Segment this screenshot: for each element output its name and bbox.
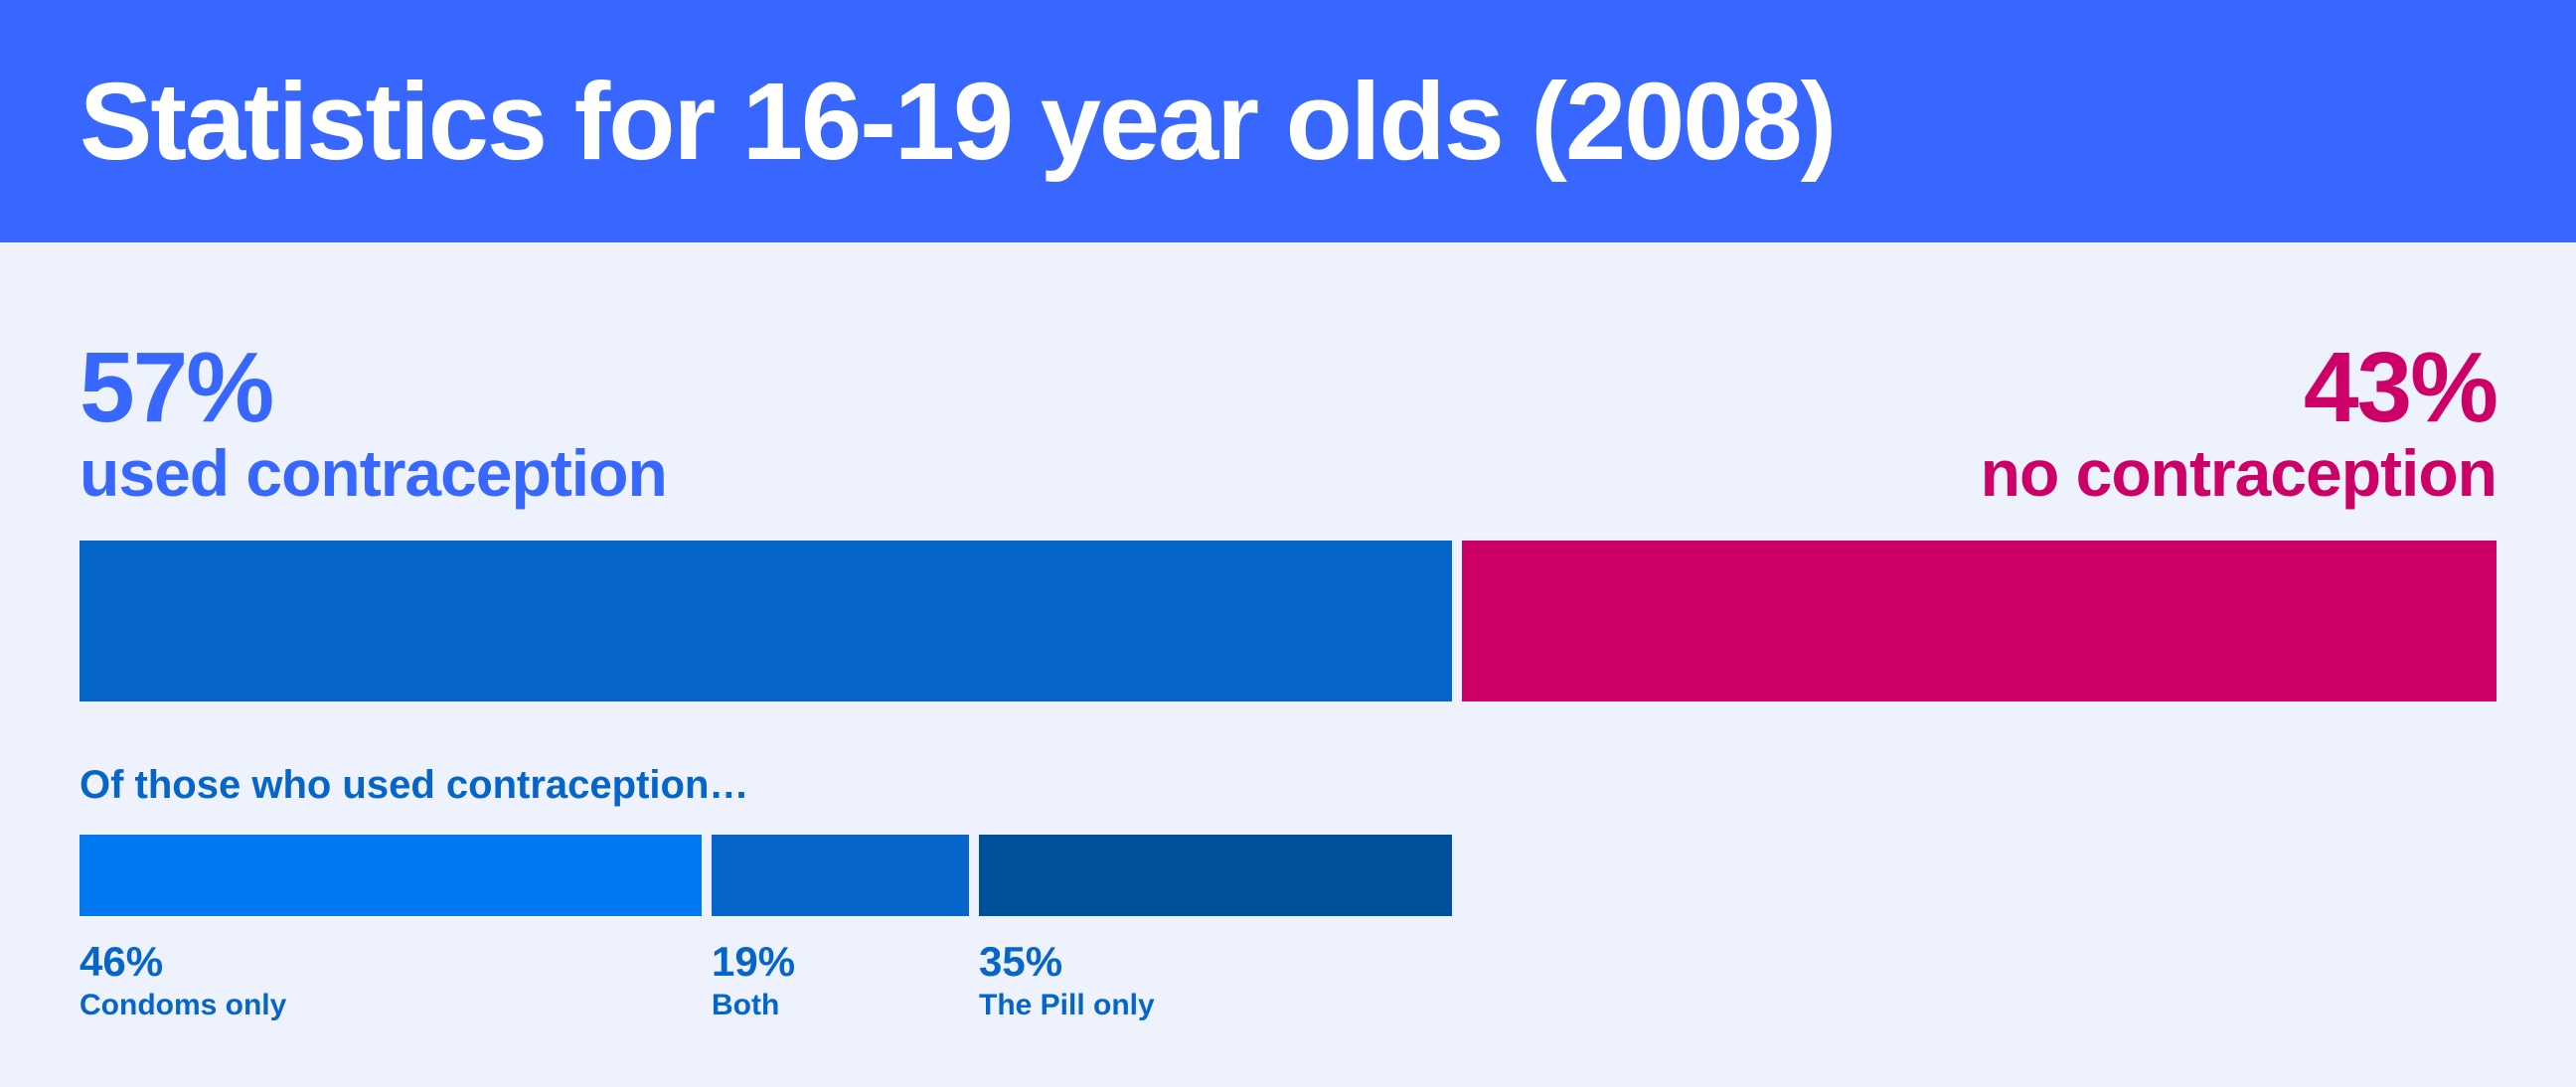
bar-no-contraception <box>1462 541 2496 701</box>
condoms-label: Condoms only <box>80 989 287 1021</box>
none-percent: 43% <box>2303 332 2498 443</box>
condoms-percent: 46% <box>80 938 164 985</box>
none-label: no contraception <box>1980 436 2497 510</box>
used-percent: 57% <box>80 332 274 443</box>
bar-pill-only <box>979 835 1452 916</box>
bar-both <box>712 835 969 916</box>
both-percent: 19% <box>712 938 796 985</box>
page-title: Statistics for 16-19 year olds (2008) <box>80 61 1837 183</box>
bar-used-contraception <box>80 541 1452 701</box>
bar-condoms-only <box>80 835 702 916</box>
pill-percent: 35% <box>979 938 1063 985</box>
subgroup-heading: Of those who used contraception… <box>80 763 749 807</box>
both-label: Both <box>712 989 780 1021</box>
header-banner: Statistics for 16-19 year olds (2008) <box>0 0 2576 242</box>
used-label: used contraception <box>80 436 668 510</box>
pill-label: The Pill only <box>979 989 1155 1021</box>
